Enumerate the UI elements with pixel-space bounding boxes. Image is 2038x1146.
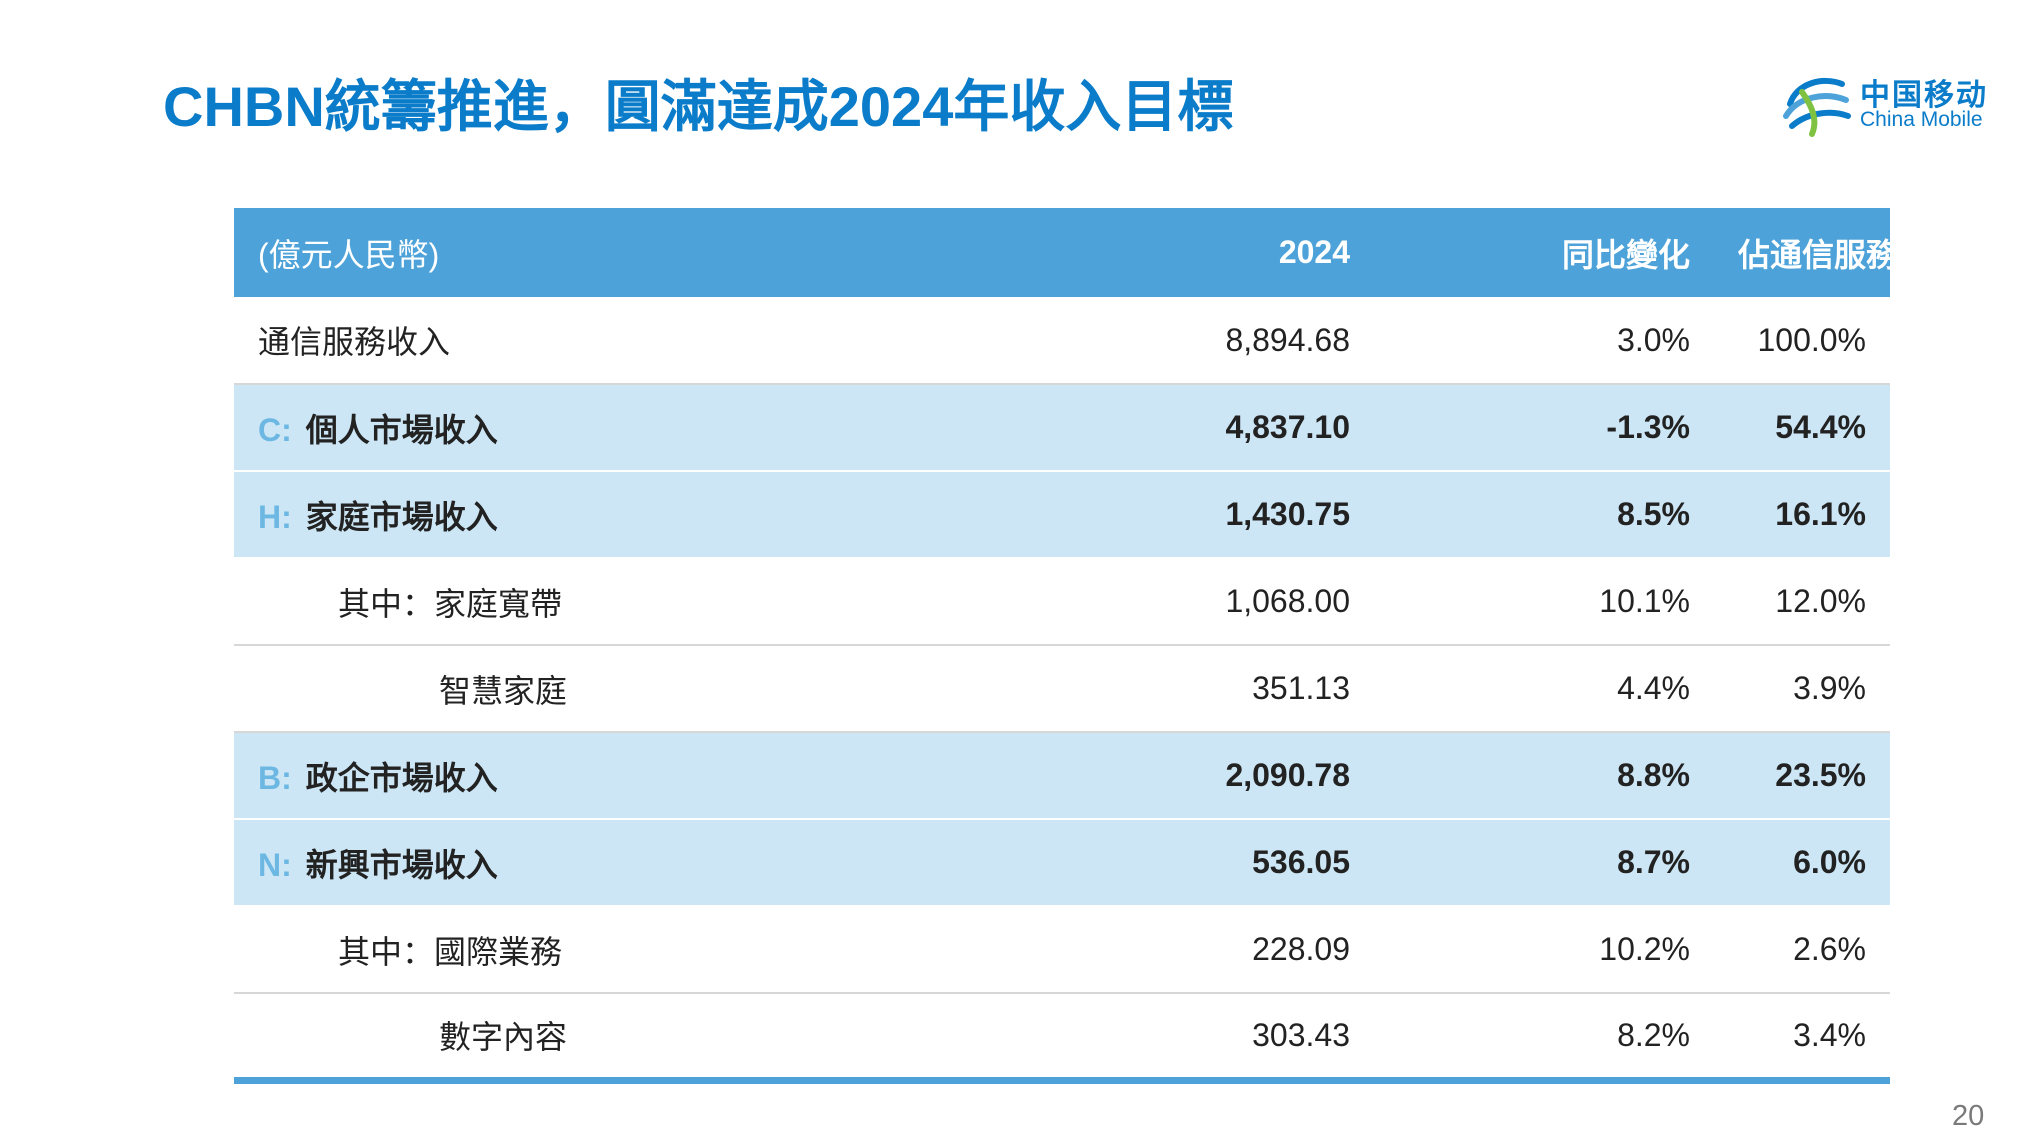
row-value: 4,837.10 <box>1225 409 1350 445</box>
row-share: 16.1% <box>1775 496 1866 532</box>
row-share: 3.4% <box>1793 1016 1866 1053</box>
row-label-text: 其中：家庭寬帶 <box>338 585 563 622</box>
row-value: 2,090.78 <box>1225 757 1350 793</box>
row-yoy: -1.3% <box>1606 409 1690 445</box>
row-label: 數字內容 <box>234 993 874 1080</box>
table-row: 其中：家庭寬帶 1,068.00 10.1% 12.0% <box>234 558 1890 645</box>
page-number: 20 <box>1952 1100 1985 1132</box>
row-label: C: 個人市場收入 <box>234 384 874 471</box>
revenue-table: (億元人民幣) 2024 同比變化 佔通信服務收入比 通信服務收入 8,894.… <box>234 208 1995 1084</box>
row-label-text: 數字內容 <box>439 1019 568 1056</box>
row-prefix: N: <box>258 846 292 883</box>
row-label: 其中：國際業務 <box>234 906 874 993</box>
row-label: B: 政企市場收入 <box>234 732 874 819</box>
row-label-text: 通信服務收入 <box>258 324 451 360</box>
row-value: 1,430.75 <box>1225 496 1350 532</box>
header-share: 佔通信服務收入比 <box>1738 236 1995 273</box>
row-label-text: 政企市場收入 <box>305 759 498 796</box>
table-header-row: (億元人民幣) 2024 同比變化 佔通信服務收入比 <box>234 208 1995 297</box>
row-share: 2.6% <box>1793 931 1866 967</box>
table-row: B: 政企市場收入 2,090.78 8.8% 23.5% <box>234 732 1890 819</box>
table-row: 其中：國際業務 228.09 10.2% 2.6% <box>234 906 1890 993</box>
table-row: H: 家庭市場收入 1,430.75 8.5% 16.1% <box>234 471 1890 558</box>
row-share: 3.9% <box>1793 670 1866 706</box>
slide-title: CHBN統籌推進，圓滿達成2024年收入目標 <box>163 75 1234 138</box>
header-year: 2024 <box>1278 234 1350 270</box>
row-value: 351.13 <box>1252 670 1350 706</box>
row-value: 1,068.00 <box>1225 583 1350 619</box>
row-prefix: C: <box>258 411 292 448</box>
row-share: 6.0% <box>1793 844 1866 880</box>
row-label: N: 新興市場收入 <box>234 819 874 906</box>
row-label-text: 新興市場收入 <box>305 846 498 883</box>
table-row: C: 個人市場收入 4,837.10 -1.3% 54.4% <box>234 384 1890 471</box>
table-row: 數字內容 303.43 8.2% 3.4% <box>234 993 1890 1080</box>
row-label-text: 家庭市場收入 <box>305 498 498 535</box>
row-yoy: 10.1% <box>1599 583 1690 619</box>
row-label-text: 其中：國際業務 <box>338 933 563 970</box>
table-row: 通信服務收入 8,894.68 3.0% 100.0% <box>234 297 1890 384</box>
row-yoy: 8.2% <box>1617 1016 1690 1053</box>
row-prefix: H: <box>258 498 292 535</box>
row-yoy: 3.0% <box>1617 321 1690 358</box>
china-mobile-logo-icon <box>1783 77 1851 137</box>
header-yoy: 同比變化 <box>1561 236 1690 273</box>
row-yoy: 8.7% <box>1617 844 1690 880</box>
row-value: 536.05 <box>1252 844 1350 880</box>
row-yoy: 8.5% <box>1617 496 1690 532</box>
row-share: 100.0% <box>1757 321 1866 358</box>
row-label-text: 個人市場收入 <box>305 411 498 448</box>
row-value: 228.09 <box>1252 931 1350 967</box>
row-label: H: 家庭市場收入 <box>234 471 874 558</box>
row-label-text: 智慧家庭 <box>439 672 568 709</box>
row-value: 8,894.68 <box>1225 321 1350 358</box>
row-yoy: 4.4% <box>1617 670 1690 706</box>
row-yoy: 8.8% <box>1617 757 1690 793</box>
row-label: 通信服務收入 <box>234 297 874 384</box>
logo-chinese-name: 中国移动 <box>1860 79 1988 112</box>
logo-english-name: China Mobile <box>1860 108 1983 131</box>
row-yoy: 10.2% <box>1599 931 1690 967</box>
row-share: 54.4% <box>1775 409 1866 445</box>
row-value: 303.43 <box>1252 1016 1350 1053</box>
row-share: 23.5% <box>1775 757 1866 793</box>
table-row: 智慧家庭 351.13 4.4% 3.9% <box>234 645 1890 732</box>
table-row: N: 新興市場收入 536.05 8.7% 6.0% <box>234 819 1890 906</box>
china-mobile-logo: 中国移动 China Mobile <box>1782 66 1992 138</box>
row-prefix: B: <box>258 759 292 796</box>
header-unit: (億元人民幣) <box>258 236 440 273</box>
row-share: 12.0% <box>1775 583 1866 619</box>
row-label: 智慧家庭 <box>234 645 874 732</box>
row-label: 其中：家庭寬帶 <box>234 558 874 645</box>
